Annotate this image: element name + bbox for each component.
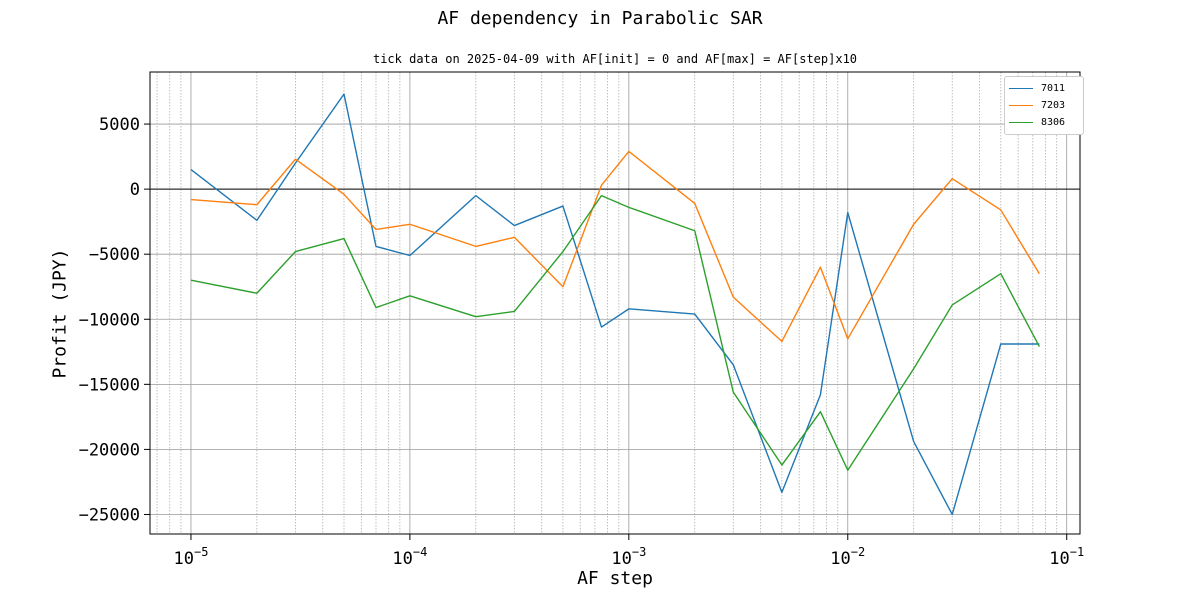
data-point-7011 xyxy=(374,245,377,248)
data-point-7203 xyxy=(693,202,696,205)
data-point-8306 xyxy=(732,391,735,394)
legend-item-2: 8306 xyxy=(1009,114,1079,131)
data-point-7011 xyxy=(189,168,192,171)
y-axis-label: Profit (JPY) xyxy=(49,248,71,379)
series-line-8306 xyxy=(190,194,1040,471)
x-tick-label: 10−4 xyxy=(392,545,427,569)
data-point-7011 xyxy=(951,513,954,516)
x-tick-label: 10−5 xyxy=(173,545,208,569)
data-point-7203 xyxy=(819,266,822,269)
data-point-7011 xyxy=(732,363,735,366)
data-point-7011 xyxy=(294,161,297,164)
data-point-8306 xyxy=(342,237,345,240)
data-point-8306 xyxy=(474,315,477,318)
data-point-8306 xyxy=(912,367,915,370)
y-tick-label: −15000 xyxy=(79,375,140,395)
data-point-7011 xyxy=(627,307,630,310)
data-point-7203 xyxy=(474,245,477,248)
y-tick-label: −10000 xyxy=(79,310,140,330)
data-point-7203 xyxy=(342,193,345,196)
plot-frame xyxy=(149,71,1081,535)
data-point-7203 xyxy=(846,337,849,340)
data-point-8306 xyxy=(408,294,411,297)
data-point-8306 xyxy=(189,279,192,282)
series-line-7203 xyxy=(190,150,1040,343)
data-point-7011 xyxy=(255,219,258,222)
data-point-7203 xyxy=(600,184,603,187)
data-point-7011 xyxy=(819,393,822,396)
data-point-8306 xyxy=(561,250,564,253)
data-point-7011 xyxy=(846,211,849,214)
legend-label-0: 7011 xyxy=(1041,83,1066,94)
data-point-7011 xyxy=(561,204,564,207)
data-point-8306 xyxy=(255,292,258,295)
data-point-8306 xyxy=(600,194,603,197)
data-point-8306 xyxy=(951,303,954,306)
series-line-7011 xyxy=(190,93,1040,516)
x-tick-label: 10−1 xyxy=(1049,545,1084,569)
data-point-8306 xyxy=(819,410,822,413)
data-point-7203 xyxy=(294,158,297,161)
data-point-7011 xyxy=(474,194,477,197)
data-point-7203 xyxy=(732,296,735,299)
legend-label-1: 7203 xyxy=(1041,100,1066,111)
data-point-7011 xyxy=(513,224,516,227)
data-point-7203 xyxy=(912,223,915,226)
data-point-8306 xyxy=(999,272,1002,275)
data-point-7011 xyxy=(780,491,783,494)
data-point-7203 xyxy=(561,285,564,288)
data-point-8306 xyxy=(846,469,849,472)
legend-label-2: 8306 xyxy=(1041,117,1066,128)
chart-subtitle: tick data on 2025-04-09 with AF[init] = … xyxy=(372,52,858,66)
data-point-7203 xyxy=(408,223,411,226)
data-point-8306 xyxy=(513,310,516,313)
data-point-7203 xyxy=(189,198,192,201)
data-point-7203 xyxy=(513,236,516,239)
data-point-8306 xyxy=(627,206,630,209)
data-point-7203 xyxy=(627,150,630,153)
data-point-7011 xyxy=(408,254,411,257)
y-tick-label: −20000 xyxy=(79,440,140,460)
x-tick-label: 10−2 xyxy=(830,545,865,569)
data-point-8306 xyxy=(693,229,696,232)
data-point-7011 xyxy=(693,312,696,315)
data-point-7203 xyxy=(374,228,377,231)
data-point-8306 xyxy=(374,306,377,309)
data-point-7203 xyxy=(951,177,954,180)
data-point-7203 xyxy=(255,203,258,206)
data-point-8306 xyxy=(294,250,297,253)
y-tick-label: −5000 xyxy=(89,245,140,265)
legend: 7011 7203 8306 xyxy=(1004,76,1084,135)
chart-title: AF dependency in Parabolic SAR xyxy=(437,8,763,29)
y-tick-label: −25000 xyxy=(79,505,140,525)
legend-swatch-0 xyxy=(1009,88,1033,89)
data-point-8306 xyxy=(780,463,783,466)
x-tick-label: 10−3 xyxy=(611,545,646,569)
data-point-7011 xyxy=(999,342,1002,345)
data-point-7011 xyxy=(912,440,915,443)
data-point-7011 xyxy=(600,325,603,328)
data-point-7203 xyxy=(1038,272,1041,275)
legend-swatch-1 xyxy=(1009,105,1033,106)
data-point-7011 xyxy=(342,93,345,96)
y-tick-label: 0 xyxy=(130,180,140,200)
x-axis-label: AF step xyxy=(577,568,653,589)
legend-swatch-2 xyxy=(1009,122,1033,123)
y-tick-label: 5000 xyxy=(99,115,140,135)
legend-item-0: 7011 xyxy=(1009,80,1079,97)
data-point-7203 xyxy=(999,208,1002,211)
data-point-7203 xyxy=(780,340,783,343)
data-point-8306 xyxy=(1038,345,1041,348)
legend-item-1: 7203 xyxy=(1009,97,1079,114)
